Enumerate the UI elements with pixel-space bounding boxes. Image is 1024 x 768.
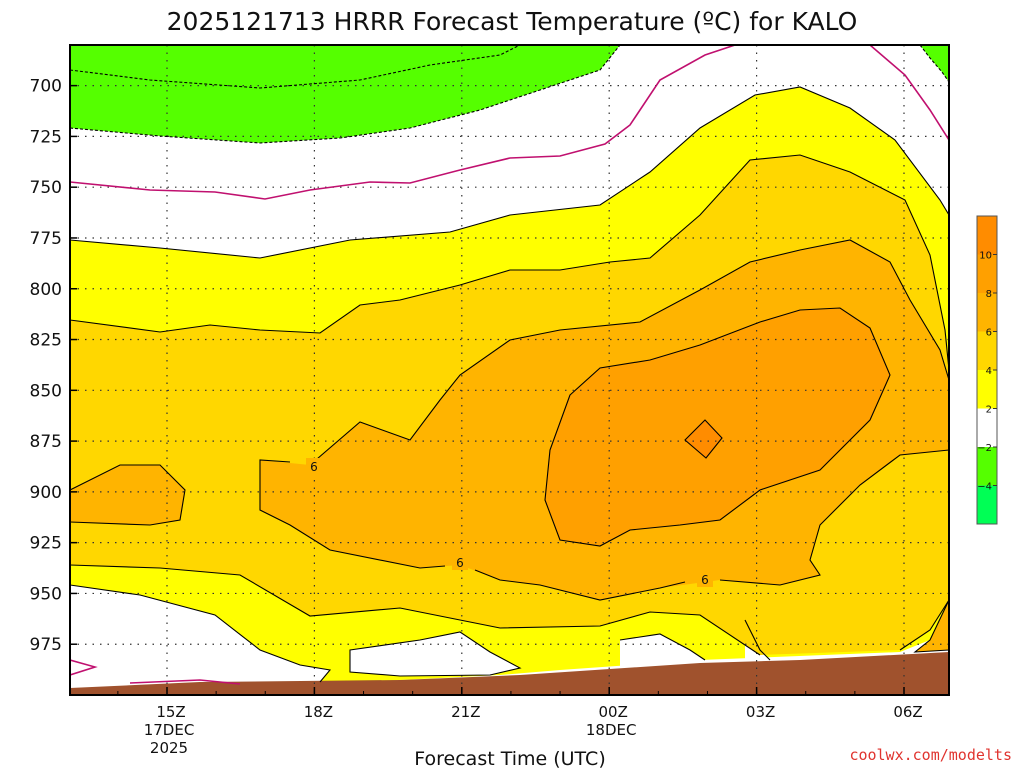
contour-minus2 [70, 45, 621, 144]
plot-area: 6 6 6 [70, 45, 949, 695]
contour-2-low-c [619, 633, 706, 661]
y-tick-label: 925 [30, 534, 62, 554]
x-tick-sublabel: 17DEC [144, 721, 195, 739]
y-tick-label: 700 [30, 77, 62, 97]
x-axis-label: Forecast Time (UTC) [414, 748, 605, 768]
fill-region-low-white-2 [350, 632, 520, 676]
contour-10 [684, 419, 723, 459]
fill-region-6-8-corner [915, 600, 949, 652]
contour-8 [544, 307, 891, 547]
contour-6-corner [913, 599, 949, 653]
colorbar-swatch [977, 254, 997, 293]
y-tick-label: 800 [30, 280, 62, 300]
contour-2-low-d [744, 619, 771, 661]
contour-6-left [70, 464, 186, 526]
colorbar-label: 4 [986, 366, 992, 377]
contour-4-low [70, 564, 949, 656]
contour-label: 6 [701, 573, 709, 587]
y-tick-label: 850 [30, 381, 62, 401]
fill-ground [70, 652, 949, 695]
y-tick-label: 975 [30, 635, 62, 655]
colorbar-label: 6 [986, 328, 992, 339]
zero-degree-lines [70, 45, 949, 685]
colorbar-swatch [977, 370, 997, 409]
colorbar-label: 10 [979, 251, 992, 262]
contour-minus2-right [919, 45, 949, 83]
y-tick-label: 875 [30, 432, 62, 452]
fill-region-low-white [70, 585, 330, 690]
x-tick-label: 00Z [599, 703, 628, 721]
contour-4 [70, 154, 949, 371]
x-tick-sublabel: 2025 [150, 739, 188, 757]
colorbar-swatch [977, 216, 997, 255]
colorbar-label: −2 [977, 443, 992, 454]
chart-title: 2025121713 HRRR Forecast Temperature (ºC… [167, 7, 858, 36]
y-tick-label: 950 [30, 584, 62, 604]
y-tick-label: 775 [30, 229, 62, 249]
contour-lines [70, 45, 949, 683]
zero-line-upper [70, 45, 736, 200]
contour-2-low-b [349, 631, 522, 677]
x-tick-label: 06Z [893, 703, 922, 721]
contour-2 [70, 86, 949, 259]
x-tick-label: 21Z [451, 703, 480, 721]
contour-label: 6 [310, 460, 318, 474]
credit-link[interactable]: coolwx.com/modelts [849, 746, 1012, 764]
colorbar-swatch [977, 447, 997, 486]
y-tick-label: 725 [30, 127, 62, 147]
colorbar: 10 8 6 4 2 −2 −4 [976, 215, 998, 525]
x-tick-label: 18Z [304, 703, 333, 721]
x-tick-label: 03Z [746, 703, 775, 721]
zero-line-ground [129, 679, 241, 685]
colorbar-label: 2 [986, 405, 992, 416]
y-tick-label: 900 [30, 483, 62, 503]
plot-frame [69, 44, 950, 696]
zero-line-right [869, 45, 949, 141]
fill-region-gt10 [685, 420, 722, 458]
fill-region-low-white-3 [620, 634, 705, 670]
fill-region-6-8 [70, 465, 185, 525]
fill-region-low-white-4 [745, 620, 770, 662]
fill-region-8-10 [545, 308, 890, 546]
colorbar-swatch [977, 408, 997, 447]
y-axis: 700 725 750 775 800 825 850 875 900 925 950 975 [30, 77, 77, 655]
x-tick-label: 15Z [156, 703, 185, 721]
x-tick-sublabel: 18DEC [586, 721, 637, 739]
zero-line-low [70, 659, 98, 676]
contour-label: 6 [456, 556, 464, 570]
contour-minus4 [70, 45, 521, 89]
y-tick-label: 825 [30, 331, 62, 351]
colorbar-label: 8 [986, 289, 992, 300]
fill-region-minus2 [70, 45, 620, 143]
y-tick-label: 750 [30, 178, 62, 198]
colorbar-swatch [977, 485, 997, 524]
colorbar-swatch [977, 293, 997, 332]
contour-label-group: 6 6 6 [306, 458, 713, 587]
colorbar-swatch [977, 331, 997, 370]
colorbar-label: −4 [977, 482, 992, 493]
contour-6-main [259, 239, 949, 601]
contour-2-low [70, 584, 332, 683]
